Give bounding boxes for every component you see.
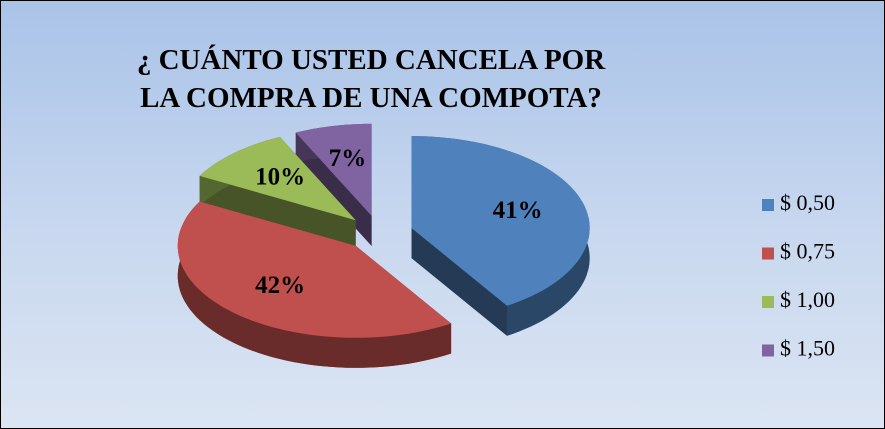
slice xyxy=(199,136,356,221)
chart-title: ¿ CUÁNTO USTED CANCELA POR LA COMPRA DE … xyxy=(136,44,606,114)
slice-side xyxy=(411,228,507,336)
data-label: 10% xyxy=(255,163,305,190)
slice xyxy=(177,201,452,338)
data-label: 41% xyxy=(493,197,543,224)
legend-label: $ 0,50 xyxy=(780,190,835,215)
slice-wall xyxy=(177,201,452,368)
slice-side xyxy=(199,175,356,251)
data-label: 42% xyxy=(255,272,305,299)
legend-swatch xyxy=(762,199,774,211)
slice xyxy=(295,123,372,216)
legend-label: $ 0,75 xyxy=(780,239,835,264)
data-label: 7% xyxy=(329,145,367,172)
legend-label: $ 1,50 xyxy=(780,336,835,361)
slice xyxy=(411,136,590,306)
legend-swatch xyxy=(762,296,774,308)
legend-swatch xyxy=(762,247,774,260)
legend-label: $ 1,00 xyxy=(780,287,835,312)
legend-swatch xyxy=(762,344,774,357)
